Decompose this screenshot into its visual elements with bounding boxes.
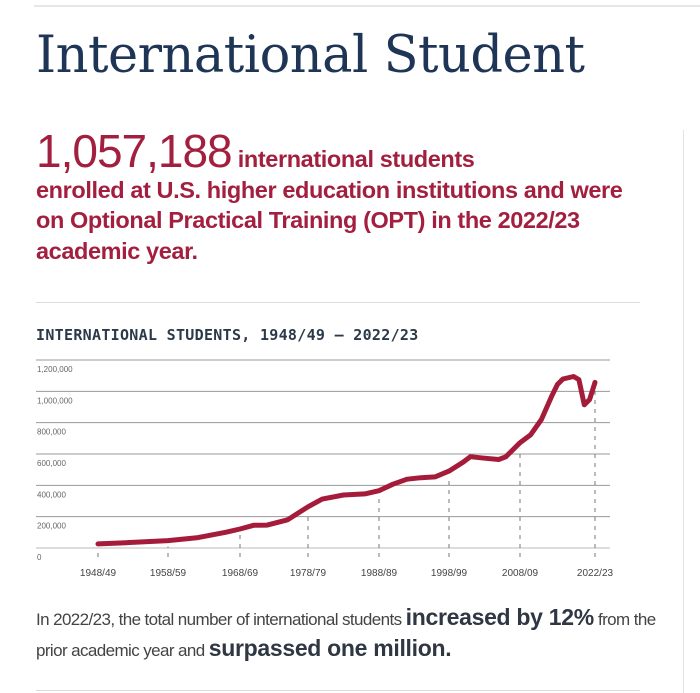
summary-bold-increase: increased by 12%: [405, 604, 595, 630]
y-tick-label: 600,000: [37, 459, 66, 468]
headline-rest: enrolled at U.S. higher education instit…: [36, 176, 623, 264]
x-tick-label: 1988/89: [361, 568, 398, 579]
x-tick-label: 1998/99: [431, 568, 468, 579]
x-tick-label: 2022/23: [577, 568, 614, 579]
x-tick-label: 1968/69: [222, 568, 259, 579]
right-divider: [683, 130, 684, 693]
y-tick-label: 800,000: [37, 428, 66, 437]
y-tick-label: 200,000: [37, 522, 66, 531]
x-tick-label: 2008/09: [502, 568, 539, 579]
section-divider: [36, 302, 640, 303]
page-title: International Student: [36, 26, 585, 85]
summary-bold-million: surpassed one million.: [208, 635, 452, 661]
summary-text: In 2022/23, the total number of internat…: [36, 603, 656, 665]
headline: 1,057,188 international students enrolle…: [36, 128, 656, 266]
y-tick-label: 400,000: [37, 490, 66, 499]
headline-lead: international students: [231, 146, 475, 172]
bottom-divider: [36, 690, 640, 691]
student-count: 1,057,188: [36, 125, 233, 177]
line-chart: 0 200,000 400,000 600,000 800,000 1,000,000 1,…: [36, 359, 614, 579]
enrollment-line: [95, 374, 598, 547]
y-tick-label: 1,000,000: [37, 396, 73, 405]
summary-part2: from the prior academic year and: [36, 610, 656, 660]
chart-title: INTERNATIONAL STUDENTS, 1948/49 – 2022/2…: [36, 326, 419, 344]
x-tick-label: 1948/49: [80, 568, 117, 579]
x-tick-label: 1958/59: [150, 568, 187, 579]
x-tick-label: 1978/79: [290, 568, 327, 579]
summary-part1: In 2022/23, the total number of internat…: [36, 610, 406, 629]
top-divider: [34, 5, 700, 7]
y-tick-label: 0: [37, 553, 42, 562]
y-tick-label: 1,200,000: [37, 365, 73, 374]
